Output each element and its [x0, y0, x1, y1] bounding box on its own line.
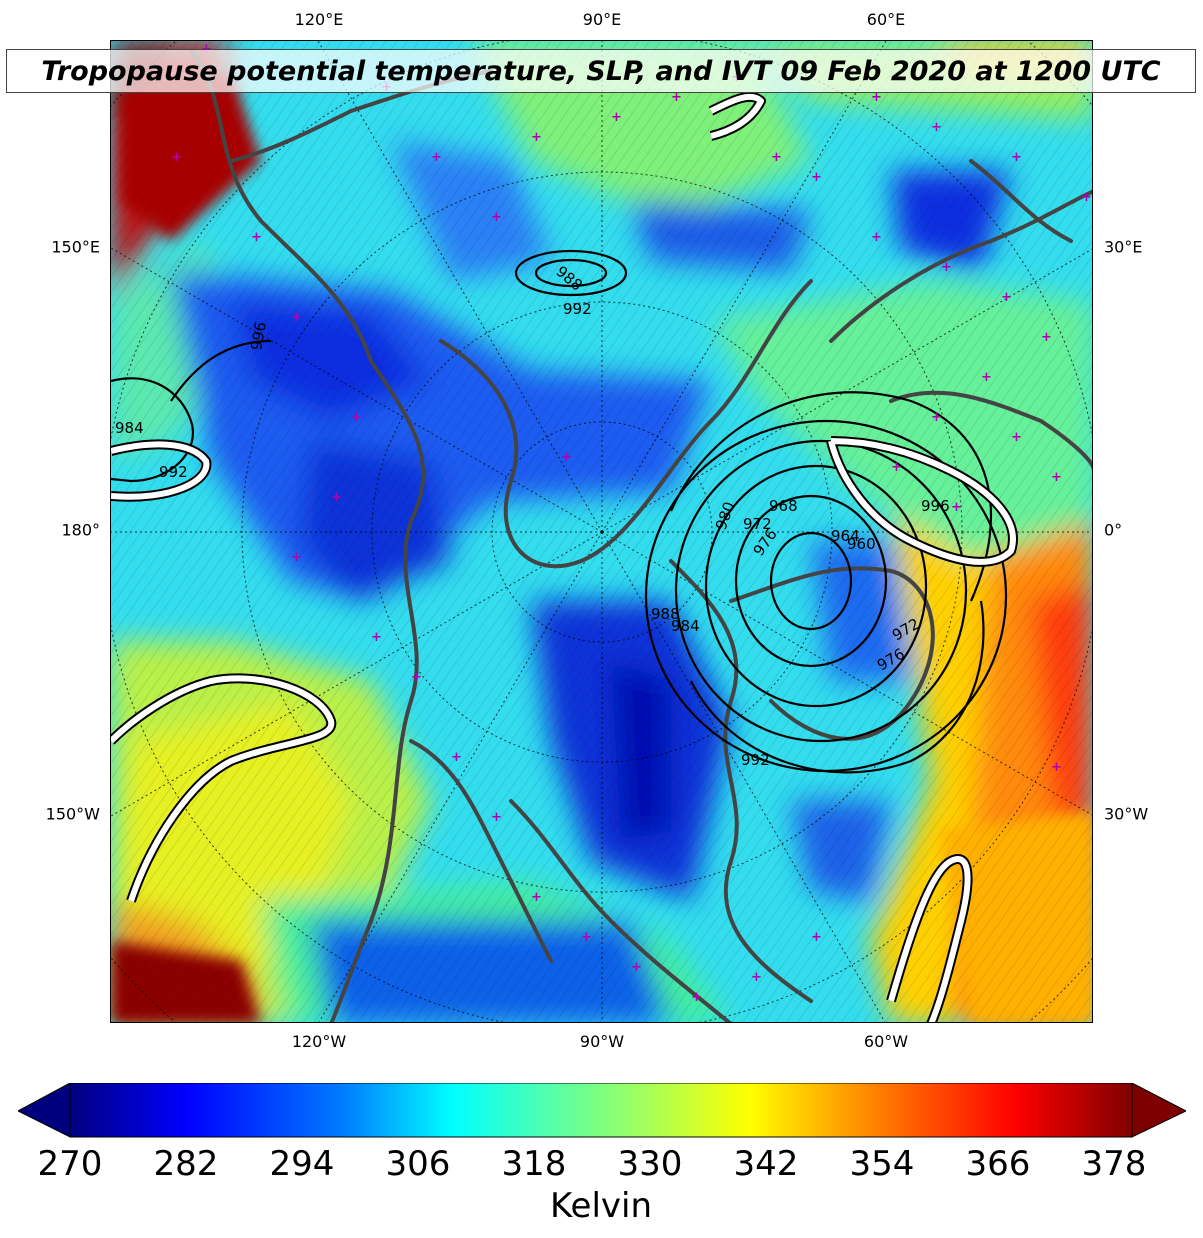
svg-text:+: +: [951, 500, 962, 515]
colorbar: [18, 1083, 1186, 1138]
slp-label: 960: [847, 535, 876, 553]
lon-label-top: 120°E: [294, 10, 344, 29]
lon-label-right: 0°: [1104, 520, 1123, 540]
svg-text:+: +: [631, 960, 642, 975]
svg-text:+: +: [1011, 150, 1022, 165]
colorbar-label: Kelvin: [549, 1186, 653, 1226]
coastlines: [189, 49, 1092, 1022]
svg-text:+: +: [451, 750, 462, 765]
slp-label: 992: [741, 751, 770, 769]
slp-label: 988: [651, 605, 680, 623]
lon-label-right: 30°W: [1104, 804, 1149, 824]
svg-text:+: +: [751, 970, 762, 985]
colorbar-extend-low: [18, 1083, 71, 1138]
svg-text:+: +: [771, 150, 782, 165]
svg-text:+: +: [891, 460, 902, 475]
svg-text:+: +: [351, 410, 362, 425]
svg-text:+: +: [581, 930, 592, 945]
slp-label: 992: [563, 300, 592, 318]
colorbar-tick: 294: [269, 1144, 335, 1184]
svg-text:+: +: [251, 230, 262, 245]
svg-text:+: +: [611, 110, 622, 125]
svg-text:+: +: [1041, 330, 1052, 345]
figure-title-box: Tropopause potential temperature, SLP, a…: [6, 49, 1196, 93]
lon-label-left: 150°E: [51, 237, 100, 257]
svg-text:+: +: [431, 150, 442, 165]
graticule: [111, 41, 1092, 1022]
lon-label-left: 150°W: [45, 804, 100, 824]
slp-label: 964: [831, 527, 860, 545]
svg-text:+: +: [931, 410, 942, 425]
colorbar-tick: 282: [153, 1144, 219, 1184]
slp-label: 996: [247, 320, 270, 351]
slp-label: 972: [743, 515, 772, 533]
lon-label-bottom: 90°W: [579, 1032, 625, 1051]
svg-text:+: +: [1081, 190, 1092, 205]
colorbar-tick: 330: [617, 1144, 683, 1184]
slp-contours: [111, 249, 1008, 774]
colorbar-tick: 366: [965, 1144, 1031, 1184]
lon-label-bottom: 120°W: [291, 1032, 347, 1051]
svg-text:+: +: [411, 670, 422, 685]
svg-text:+: +: [291, 310, 302, 325]
slp-label: 984: [671, 617, 700, 635]
slp-label: 996: [921, 497, 950, 515]
slp-label: 992: [159, 463, 188, 481]
svg-text:+: +: [671, 90, 682, 105]
lon-label-right: 30°E: [1104, 237, 1143, 257]
svg-text:+: +: [981, 370, 992, 385]
svg-text:+: +: [1011, 430, 1022, 445]
svg-text:+: +: [371, 630, 382, 645]
svg-text:+: +: [491, 810, 502, 825]
svg-text:+: +: [331, 490, 342, 505]
slp-label: 984: [115, 419, 144, 437]
svg-text:+: +: [1001, 290, 1012, 305]
slp-label: 968: [769, 497, 798, 515]
svg-text:+: +: [941, 260, 952, 275]
svg-text:+: +: [1051, 760, 1062, 775]
lon-label-left: 180°: [61, 520, 100, 540]
colorbar-tick: 378: [1081, 1144, 1147, 1184]
colorbar-tick: 354: [849, 1144, 915, 1184]
svg-text:+: +: [291, 550, 302, 565]
svg-text:+: +: [491, 210, 502, 225]
lon-label-top: 60°E: [866, 10, 906, 29]
lon-label-top: 90°E: [582, 10, 622, 29]
figure-title: Tropopause potential temperature, SLP, a…: [41, 55, 1161, 87]
svg-text:+: +: [811, 170, 822, 185]
svg-text:+: +: [171, 150, 182, 165]
svg-text:+: +: [931, 120, 942, 135]
lon-label-bottom: 60°W: [863, 1032, 909, 1051]
colorbar-tick: 306: [385, 1144, 451, 1184]
svg-text:+: +: [871, 230, 882, 245]
svg-text:+: +: [1051, 470, 1062, 485]
colorbar-gradient: [69, 1083, 1133, 1138]
colorbar-tick: 270: [37, 1144, 103, 1184]
map-panel: 988 992 996 984 992 980 976 972 968 964 …: [110, 40, 1093, 1023]
colorbar-extend-high: [1131, 1083, 1186, 1138]
colorbar-tick: 318: [501, 1144, 567, 1184]
svg-text:+: +: [691, 990, 702, 1005]
svg-text:+: +: [531, 130, 542, 145]
svg-text:+: +: [531, 890, 542, 905]
colorbar-tick: 342: [733, 1144, 799, 1184]
ivt-contours: [111, 91, 1018, 1022]
svg-text:+: +: [811, 930, 822, 945]
svg-text:+: +: [561, 450, 572, 465]
svg-text:+: +: [871, 90, 882, 105]
